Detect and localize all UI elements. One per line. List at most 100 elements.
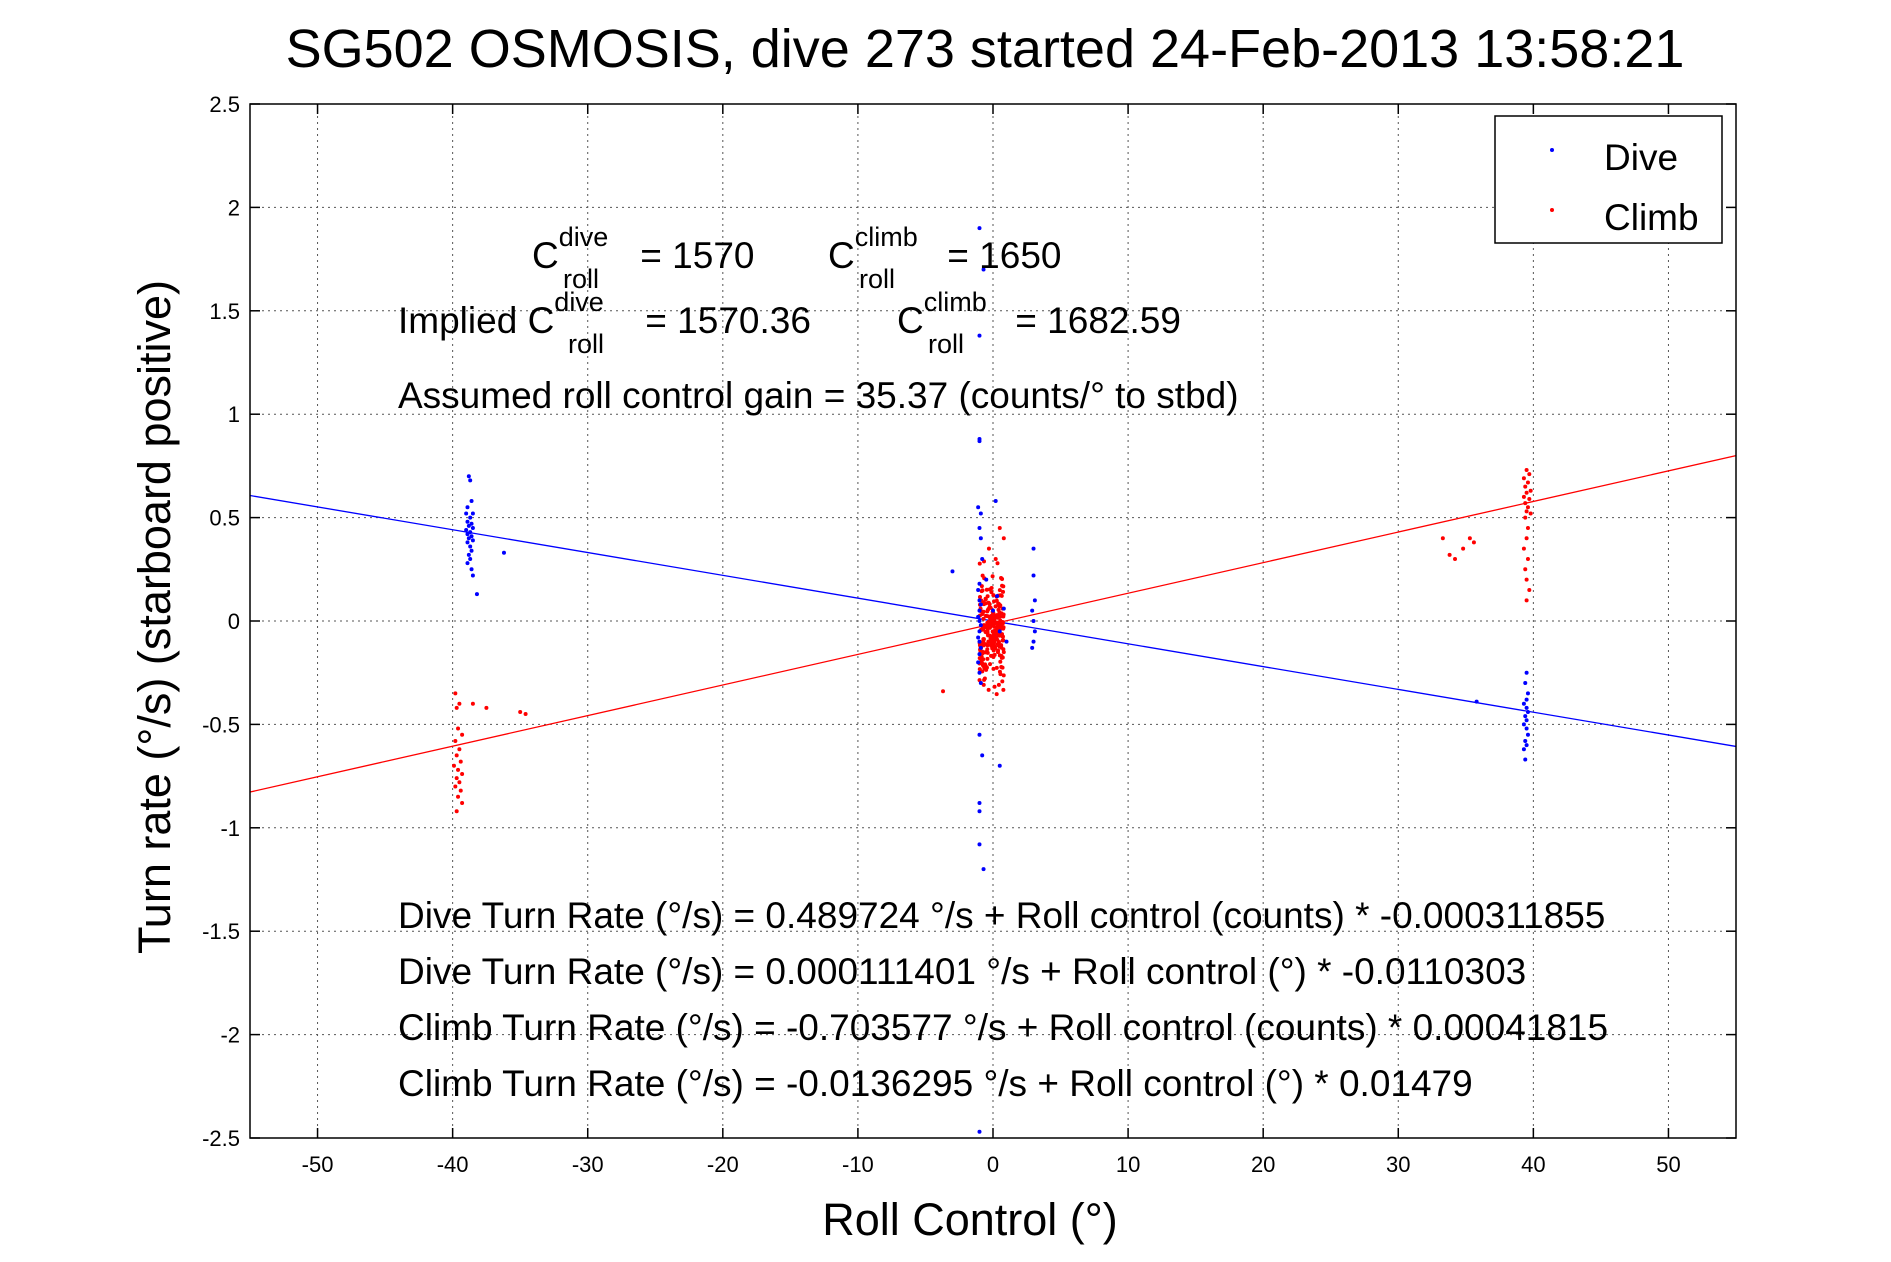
dive-point — [977, 333, 982, 338]
dive-point — [468, 556, 473, 561]
dive-point — [1524, 705, 1529, 710]
climb-point — [989, 653, 994, 658]
legend: Dive Climb — [1494, 115, 1723, 244]
climb-point — [997, 669, 1002, 674]
climb-point — [981, 602, 986, 607]
climb-point — [453, 738, 458, 743]
y-tick-label: 1.5 — [209, 299, 240, 324]
climb-point — [990, 574, 995, 579]
dive-point — [470, 525, 475, 530]
climb-point — [1523, 484, 1528, 489]
dive-point — [977, 670, 982, 675]
climb-point — [992, 621, 997, 626]
climb-point — [980, 626, 985, 631]
dive-point — [980, 556, 985, 561]
climb-point — [994, 613, 999, 618]
dive-point — [474, 592, 479, 597]
dive-point — [466, 536, 471, 541]
climb-point — [979, 589, 984, 594]
dive-point — [1032, 629, 1037, 634]
dive-point — [1523, 738, 1528, 743]
climb-point — [1001, 536, 1006, 541]
climb-point — [456, 726, 461, 731]
dive-point — [1521, 701, 1526, 706]
dive-point — [978, 536, 983, 541]
x-tick-label: -40 — [437, 1152, 469, 1177]
x-tick-label: 50 — [1656, 1152, 1680, 1177]
climb-point — [454, 776, 459, 781]
climb-point — [995, 632, 1000, 637]
dive-point — [466, 552, 471, 557]
dive-point — [468, 530, 473, 535]
y-tick-label: -0.5 — [202, 712, 240, 737]
dive-point — [993, 499, 998, 504]
dive-equation-counts: Dive Turn Rate (°/s) = 0.489724 °/s + Ro… — [398, 895, 1605, 936]
climb-point — [456, 794, 461, 799]
climb-point — [460, 772, 465, 777]
dive-point — [977, 226, 982, 231]
climb-point — [460, 732, 465, 737]
climb-equation-degrees: Climb Turn Rate (°/s) = -0.0136295 °/s +… — [398, 1063, 1473, 1104]
x-tick-label: 40 — [1521, 1152, 1545, 1177]
climb-point — [1001, 647, 1006, 652]
climb-point — [1001, 673, 1006, 678]
climb-point — [985, 594, 990, 599]
dive-point — [977, 639, 982, 644]
x-tick-label: 10 — [1116, 1152, 1140, 1177]
x-tick-label: 30 — [1386, 1152, 1410, 1177]
y-axis-label: Turn rate (°/s) (starboard positive) — [129, 280, 180, 954]
y-tick-label: 2.5 — [209, 92, 240, 117]
climb-point — [1524, 536, 1529, 541]
c-roll-climb-annotation: Cclimb roll = 1650 — [828, 222, 1061, 294]
climb-point — [993, 556, 998, 561]
climb-point — [988, 662, 993, 667]
climb-point — [992, 624, 997, 629]
climb-point — [1000, 620, 1005, 625]
dive-point — [1523, 757, 1528, 762]
y-tick-label: -1.5 — [202, 919, 240, 944]
climb-point — [998, 659, 1003, 664]
dive-point — [1525, 709, 1530, 714]
dive-point — [1001, 606, 1006, 611]
climb-point — [1000, 632, 1005, 637]
climb-point — [985, 656, 990, 661]
dive-point — [468, 544, 473, 549]
dive-point — [470, 573, 475, 578]
climb-point — [1461, 546, 1466, 551]
climb-point — [1525, 480, 1530, 485]
implied-climb-annotation: Cclimb roll = 1682.59 — [897, 287, 1181, 359]
climb-point — [977, 561, 982, 566]
dive-point — [977, 619, 982, 623]
climb-point — [981, 682, 986, 687]
x-tick-label: 20 — [1251, 1152, 1275, 1177]
climb-point — [986, 600, 991, 605]
dive-point — [1521, 747, 1526, 752]
climb-point — [998, 614, 1003, 619]
climb-point — [1527, 587, 1532, 592]
dive-point — [978, 681, 983, 686]
climb-point — [1523, 501, 1528, 506]
dive-point — [977, 809, 982, 814]
implied-dive-annotation: Implied Cdive roll = 1570.36 — [398, 287, 811, 359]
climb-point — [993, 604, 998, 609]
climb-point — [453, 784, 458, 789]
climb-point — [1524, 577, 1529, 582]
dive-point — [466, 474, 471, 479]
x-tick-label: -20 — [707, 1152, 739, 1177]
climb-point — [453, 691, 458, 696]
dive-point — [1031, 573, 1036, 578]
climb-point — [456, 767, 461, 772]
dive-point — [997, 629, 1002, 634]
climb-point — [992, 684, 997, 689]
ticks: -50 -40 -30 -20 -10 0 10 20 30 40 50-2.5-2-1.5-1-0… — [202, 92, 1736, 1177]
x-tick-label: -50 — [302, 1152, 334, 1177]
climb-point — [985, 624, 990, 629]
legend-climb-label: Climb — [1604, 197, 1699, 238]
climb-point — [1521, 494, 1526, 499]
dive-point — [984, 577, 989, 582]
dive-point — [464, 528, 469, 533]
dive-point — [977, 732, 982, 737]
climb-point — [1453, 556, 1458, 561]
climb-point — [1521, 476, 1526, 481]
